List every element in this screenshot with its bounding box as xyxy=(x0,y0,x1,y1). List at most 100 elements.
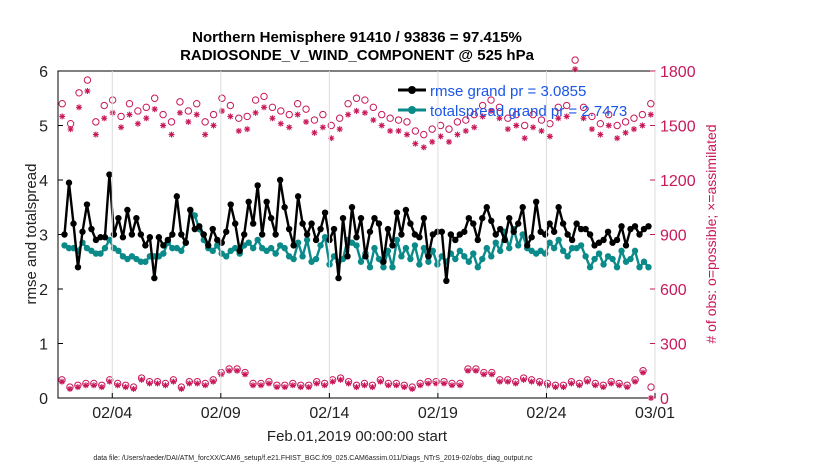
totalspread-point xyxy=(645,264,652,271)
y-tick-label-right: 600 xyxy=(660,282,687,299)
rmse-point xyxy=(321,209,329,216)
obs-assimilated-marker xyxy=(59,113,66,120)
rmse-point xyxy=(128,231,136,238)
data-file-footer: data file: /Users/raeder/DAI/ATM_forcXX/… xyxy=(93,455,533,462)
totalspread-point xyxy=(452,255,459,263)
obs-possible-marker xyxy=(537,116,546,124)
totalspread-point xyxy=(407,255,414,263)
obs-possible-marker xyxy=(520,121,529,130)
rmse-point xyxy=(281,204,288,211)
totalspread-point xyxy=(178,247,185,255)
rmse-point xyxy=(294,193,302,200)
obs-assimilated-marker xyxy=(252,109,259,116)
obs-possible-marker xyxy=(546,119,554,128)
rmse-point xyxy=(263,198,270,205)
obs-assimilated-marker xyxy=(647,111,654,118)
rmse-point xyxy=(362,253,369,260)
totalspread-point xyxy=(393,236,401,244)
obs-assimilated-marker xyxy=(544,382,551,389)
rmse-point xyxy=(151,274,158,282)
totalspread-point xyxy=(479,255,486,263)
obs-assimilated-marker xyxy=(319,124,326,131)
totalspread-point xyxy=(223,253,230,260)
totalspread-point xyxy=(470,250,477,257)
obs-assimilated-marker xyxy=(98,384,105,391)
obs-assimilated-marker xyxy=(168,131,175,138)
obs-assimilated-marker xyxy=(605,122,612,129)
totalspread-point xyxy=(541,250,549,257)
obs-assimilated-marker xyxy=(640,369,647,376)
rmse-point xyxy=(236,247,243,255)
obs-assimilated-marker xyxy=(114,382,121,389)
totalspread-point xyxy=(506,244,513,252)
totalspread-point xyxy=(281,244,288,252)
x-tick-label: 03/01 xyxy=(635,405,675,422)
obs-possible-marker xyxy=(302,105,310,113)
obs-assimilated-marker xyxy=(353,384,360,391)
obs-assimilated-marker xyxy=(345,380,352,387)
obs-possible-marker xyxy=(613,121,621,130)
obs-possible-marker xyxy=(411,127,420,135)
y-tick-label-right: 0 xyxy=(660,391,669,408)
rmse-point xyxy=(375,220,383,227)
totalspread-point xyxy=(564,253,571,260)
obs-possible-marker xyxy=(487,96,495,104)
obs-possible-marker xyxy=(66,119,75,128)
obs-possible-marker xyxy=(470,110,478,119)
rmse-point xyxy=(146,234,154,241)
obs-assimilated-marker xyxy=(614,135,621,142)
rmse-point xyxy=(452,236,459,244)
obs-assimilated-marker xyxy=(244,126,251,133)
obs-assimilated-marker xyxy=(76,104,83,111)
totalspread-point xyxy=(65,244,73,252)
totalspread-point xyxy=(371,244,378,252)
obs-assimilated-marker xyxy=(600,384,607,391)
obs-possible-marker xyxy=(193,100,201,108)
rmse-point xyxy=(173,193,181,200)
rmse-point xyxy=(205,242,212,249)
obs-assimilated-marker xyxy=(130,385,137,392)
obs-possible-marker xyxy=(588,112,596,121)
totalspread-point xyxy=(254,236,261,244)
totalspread-point xyxy=(137,258,145,265)
totalspread-point xyxy=(209,247,216,255)
obs-assimilated-marker xyxy=(277,120,284,127)
rmse-point xyxy=(384,225,392,233)
obs-assimilated-marker xyxy=(151,106,158,113)
obs-possible-marker xyxy=(428,125,436,133)
obs-possible-marker xyxy=(134,107,142,115)
rmse-point xyxy=(492,231,499,238)
obs-possible-marker xyxy=(209,110,218,119)
totalspread-point xyxy=(515,242,522,249)
obs-assimilated-marker xyxy=(403,131,410,138)
obs-assimilated-marker xyxy=(210,378,217,385)
rmse-point xyxy=(74,264,82,271)
obs-assimilated-marker xyxy=(176,109,183,116)
obs-assimilated-marker xyxy=(336,126,343,133)
rmse-point xyxy=(299,220,306,227)
obs-assimilated-marker xyxy=(555,115,562,122)
totalspread-point xyxy=(488,253,495,260)
y-tick-label-left: 4 xyxy=(39,173,48,190)
obs-assimilated-marker xyxy=(588,126,595,133)
obs-possible-marker xyxy=(378,110,386,119)
obs-assimilated-marker xyxy=(170,378,177,385)
rmse-point xyxy=(223,228,230,235)
rmse-point xyxy=(227,201,234,208)
obs-assimilated-marker xyxy=(437,133,444,140)
obs-assimilated-marker xyxy=(311,129,318,136)
rmse-point xyxy=(61,231,68,238)
totalspread-point xyxy=(425,258,432,265)
rmse-point xyxy=(380,258,387,265)
rmse-point xyxy=(353,234,360,241)
y-tick-label-left: 0 xyxy=(39,391,48,408)
obs-assimilated-marker xyxy=(449,382,456,389)
rmse-point xyxy=(497,225,504,233)
obs-assimilated-marker xyxy=(242,371,249,378)
obs-assimilated-marker xyxy=(126,111,133,118)
rmse-point xyxy=(245,198,252,205)
y-tick-label-right: 300 xyxy=(660,337,687,354)
rmse-point xyxy=(479,214,486,222)
rmse-point xyxy=(258,231,266,238)
totalspread-point xyxy=(550,244,558,252)
